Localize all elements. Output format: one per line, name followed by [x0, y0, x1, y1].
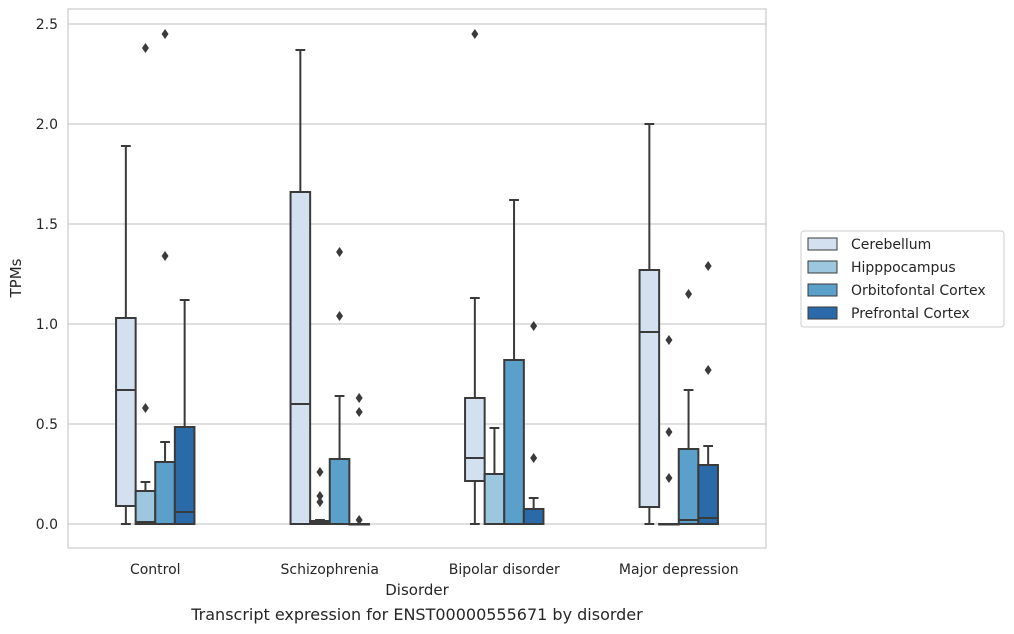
box-hipppocampus: [483, 427, 506, 525]
y-axis-label: TPMs: [7, 258, 25, 298]
outlier-point: [471, 29, 479, 39]
outlier-point: [355, 407, 363, 417]
legend: Cerebellum Hipppocampus Orbitofontal Corte…: [800, 230, 1005, 328]
box-body: [522, 508, 545, 525]
y-tick-label: 1.5: [36, 217, 58, 233]
box-orbitofontal-cortex: [154, 29, 176, 525]
box-prefrontal-cortex: [173, 299, 196, 525]
box-body: [173, 426, 196, 525]
y-tick-label: 1.0: [36, 317, 58, 333]
box-cerebellum: [115, 145, 137, 525]
x-tick-label: Schizophrenia: [281, 562, 379, 578]
box-prefrontal-cortex: [697, 261, 719, 525]
x-axis: Control Schizophrenia Bipolar disorder Majo…: [130, 562, 739, 578]
x-tick-label: Control: [130, 562, 181, 578]
outlier-point: [530, 321, 538, 331]
outlier-point: [704, 261, 712, 271]
box-prefrontal-cortex: [522, 321, 545, 525]
box-body: [697, 464, 719, 525]
box-cerebellum: [638, 123, 661, 525]
outlier-point: [665, 427, 673, 437]
outlier-point: [161, 251, 169, 261]
box-body: [503, 359, 525, 525]
box-hipppocampus: [309, 467, 331, 525]
y-tick-label: 2.5: [36, 17, 58, 33]
box-body: [638, 269, 661, 508]
outlier-point: [685, 289, 693, 299]
box-orbitofontal-cortex: [503, 199, 525, 525]
box-body: [483, 473, 506, 525]
outlier-point: [355, 393, 363, 403]
box-body: [677, 448, 700, 525]
box-body: [134, 490, 157, 525]
box-hipppocampus: [658, 335, 680, 526]
outlier-point: [316, 467, 324, 477]
box-body: [289, 191, 312, 525]
legend-label: Prefrontal Cortex: [851, 306, 970, 322]
box-hipppocampus: [134, 43, 157, 525]
outlier-point: [141, 43, 149, 53]
outlier-point: [704, 365, 712, 375]
box-orbitofontal-cortex: [328, 247, 351, 525]
outlier-point: [530, 453, 538, 463]
legend-swatch: [807, 237, 838, 251]
outlier-point: [141, 403, 149, 413]
outlier-point: [161, 29, 169, 39]
box-body: [154, 461, 176, 525]
y-axis: 0.0 0.5 1.0 1.5 2.0 2.5: [36, 17, 58, 533]
x-axis-label: Disorder: [385, 581, 449, 599]
grid-lines: [68, 23, 766, 525]
box-cerebellum: [464, 29, 486, 525]
outlier-point: [316, 497, 324, 507]
legend-label: Orbitofontal Cortex: [851, 283, 986, 299]
outlier-point: [316, 491, 324, 501]
y-tick-label: 2.0: [36, 117, 58, 133]
plot-frame: [67, 8, 767, 549]
legend-label: Cerebellum: [851, 237, 931, 253]
box-body: [328, 458, 351, 525]
figure-caption: Transcript expression for ENST0000055567…: [191, 605, 643, 624]
outlier-point: [355, 515, 363, 525]
legend-swatch: [807, 306, 838, 320]
legend-swatch: [807, 260, 838, 274]
box-cerebellum: [289, 49, 312, 525]
outlier-point: [665, 335, 673, 345]
outlier-point: [665, 473, 673, 483]
outlier-point: [336, 247, 344, 257]
box-orbitofontal-cortex: [677, 289, 700, 525]
box-body: [115, 317, 137, 507]
y-tick-label: 0.0: [36, 517, 58, 533]
x-tick-label: Major depression: [619, 562, 739, 578]
box-body: [464, 397, 486, 482]
box-plot-area: [115, 29, 719, 526]
outlier-point: [336, 311, 344, 321]
box-prefrontal-cortex: [348, 393, 370, 526]
y-tick-label: 0.5: [36, 417, 58, 433]
legend-frame: [800, 230, 1005, 328]
x-tick-label: Bipolar disorder: [449, 562, 560, 578]
legend-label: Hipppocampus: [851, 260, 956, 276]
legend-swatch: [807, 283, 838, 297]
